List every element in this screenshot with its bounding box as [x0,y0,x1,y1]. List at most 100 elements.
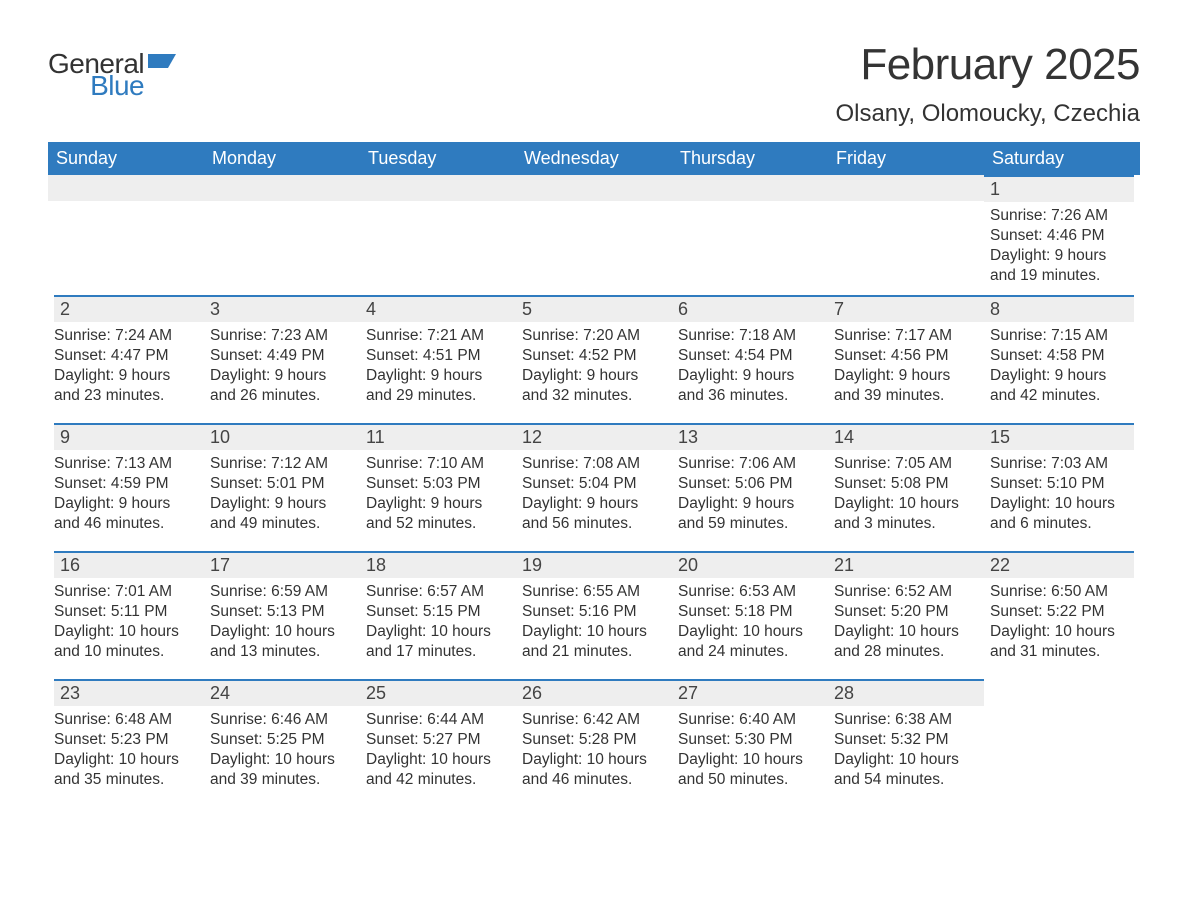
sunrise-line: Sunrise: 7:08 AM [522,454,666,474]
sunset-line: Sunset: 5:11 PM [54,602,198,622]
week-row: 2 Sunrise: 7:24 AMSunset: 4:47 PMDaylight… [48,295,1140,423]
day-info: Sunrise: 6:53 AMSunset: 5:18 PMDaylight:… [678,582,822,663]
daylight-line: Daylight: 9 hours and 56 minutes. [522,494,666,534]
daylight-line: Daylight: 9 hours and 19 minutes. [990,246,1134,286]
day-number-bar: 4 [360,295,516,322]
day-cell: 5Sunrise: 7:20 AMSunset: 4:52 PMDaylight… [516,295,672,423]
day-cell-inner: 7 Sunrise: 7:17 AMSunset: 4:56 PMDaylight… [828,295,984,413]
day-number-bar: 17 [204,551,360,578]
day-cell: 4Sunrise: 7:21 AMSunset: 4:51 PMDaylight… [360,295,516,423]
sunrise-line: Sunrise: 6:42 AM [522,710,666,730]
day-number-bar: 23 [54,679,204,706]
day-info: Sunrise: 7:17 AMSunset: 4:56 PMDaylight:… [834,326,978,407]
daylight-line: Daylight: 9 hours and 42 minutes. [990,366,1134,406]
daylight-line: Daylight: 10 hours and 46 minutes. [522,750,666,790]
day-cell: 6Sunrise: 7:18 AMSunset: 4:54 PMDaylight… [672,295,828,423]
day-number: 27 [678,683,698,703]
weekday-header-row: SundayMondayTuesdayWednesdayThursdayFrid… [48,142,1140,175]
sunset-line: Sunset: 5:23 PM [54,730,198,750]
day-number-bar: 22 [984,551,1134,578]
sunset-line: Sunset: 5:16 PM [522,602,666,622]
day-number-bar: 27 [672,679,828,706]
day-cell-inner: 11Sunrise: 7:10 AMSunset: 5:03 PMDayligh… [360,423,516,541]
day-number-bar: 21 [828,551,984,578]
day-cell: 21Sunrise: 6:52 AMSunset: 5:20 PMDayligh… [828,551,984,679]
sunrise-line: Sunrise: 7:23 AM [210,326,354,346]
day-info: Sunrise: 7:15 AMSunset: 4:58 PMDaylight:… [990,326,1134,407]
week-row: 1Sunrise: 7:26 AMSunset: 4:46 PMDaylight… [48,175,1140,295]
day-number-bar: 26 [516,679,672,706]
sunset-line: Sunset: 5:27 PM [366,730,510,750]
sunset-line: Sunset: 4:56 PM [834,346,978,366]
sunset-line: Sunset: 5:03 PM [366,474,510,494]
sunrise-line: Sunrise: 6:53 AM [678,582,822,602]
sunrise-line: Sunrise: 6:57 AM [366,582,510,602]
sunset-line: Sunset: 5:06 PM [678,474,822,494]
day-cell-inner: 2 Sunrise: 7:24 AMSunset: 4:47 PMDaylight… [48,295,204,413]
day-number-bar: 13 [672,423,828,450]
day-info: Sunrise: 7:23 AMSunset: 4:49 PMDaylight:… [210,326,354,407]
sunset-line: Sunset: 5:04 PM [522,474,666,494]
day-cell-inner: 25Sunrise: 6:44 AMSunset: 5:27 PMDayligh… [360,679,516,797]
day-cell: 12 Sunrise: 7:08 AMSunset: 5:04 PMDayligh… [516,423,672,551]
day-info: Sunrise: 7:24 AMSunset: 4:47 PMDaylight:… [54,326,198,407]
day-number: 13 [678,427,698,447]
sunrise-line: Sunrise: 6:38 AM [834,710,978,730]
day-number: 16 [60,555,80,575]
sunset-line: Sunset: 4:52 PM [522,346,666,366]
day-cell-inner: 5Sunrise: 7:20 AMSunset: 4:52 PMDaylight… [516,295,672,413]
sunset-line: Sunset: 5:25 PM [210,730,354,750]
empty-daynum-bar [828,175,984,201]
sunrise-line: Sunrise: 7:01 AM [54,582,198,602]
daylight-line: Daylight: 10 hours and 21 minutes. [522,622,666,662]
day-cell-inner: 12 Sunrise: 7:08 AMSunset: 5:04 PMDayligh… [516,423,672,541]
day-number-bar: 9 [54,423,204,450]
day-cell-inner: 23Sunrise: 6:48 AMSunset: 5:23 PMDayligh… [48,679,204,797]
sunrise-line: Sunrise: 7:10 AM [366,454,510,474]
daylight-line: Daylight: 9 hours and 59 minutes. [678,494,822,534]
daylight-line: Daylight: 10 hours and 17 minutes. [366,622,510,662]
daylight-line: Daylight: 9 hours and 52 minutes. [366,494,510,534]
calendar-table: SundayMondayTuesdayWednesdayThursdayFrid… [48,142,1140,807]
sunset-line: Sunset: 5:28 PM [522,730,666,750]
day-number: 5 [522,299,532,319]
day-cell-inner: 18Sunrise: 6:57 AMSunset: 5:15 PMDayligh… [360,551,516,669]
day-number-bar: 7 [828,295,984,322]
sunset-line: Sunset: 5:08 PM [834,474,978,494]
sunrise-line: Sunrise: 7:21 AM [366,326,510,346]
day-cell-inner: 24Sunrise: 6:46 AMSunset: 5:25 PMDayligh… [204,679,360,797]
day-number: 2 [60,299,70,319]
weekday-header: Tuesday [360,142,516,175]
daylight-line: Daylight: 10 hours and 39 minutes. [210,750,354,790]
empty-day [48,175,204,295]
logo: General Blue [48,40,176,100]
day-number-bar: 20 [672,551,828,578]
day-info: Sunrise: 7:05 AMSunset: 5:08 PMDaylight:… [834,454,978,535]
sunrise-line: Sunrise: 6:52 AM [834,582,978,602]
daylight-line: Daylight: 9 hours and 36 minutes. [678,366,822,406]
day-cell: 2 Sunrise: 7:24 AMSunset: 4:47 PMDaylight… [48,295,204,423]
day-cell: 15Sunrise: 7:03 AMSunset: 5:10 PMDayligh… [984,423,1140,551]
daylight-line: Daylight: 9 hours and 29 minutes. [366,366,510,406]
daylight-line: Daylight: 10 hours and 3 minutes. [834,494,978,534]
day-cell: 18Sunrise: 6:57 AMSunset: 5:15 PMDayligh… [360,551,516,679]
day-cell: 19Sunrise: 6:55 AMSunset: 5:16 PMDayligh… [516,551,672,679]
day-cell-inner: 9Sunrise: 7:13 AMSunset: 4:59 PMDaylight… [48,423,204,541]
day-cell-inner: 3Sunrise: 7:23 AMSunset: 4:49 PMDaylight… [204,295,360,413]
day-cell-inner: 13Sunrise: 7:06 AMSunset: 5:06 PMDayligh… [672,423,828,541]
day-info: Sunrise: 6:55 AMSunset: 5:16 PMDaylight:… [522,582,666,663]
day-cell: 17Sunrise: 6:59 AMSunset: 5:13 PMDayligh… [204,551,360,679]
weekday-header: Thursday [672,142,828,175]
sunset-line: Sunset: 4:54 PM [678,346,822,366]
sunrise-line: Sunrise: 6:59 AM [210,582,354,602]
sunset-line: Sunset: 5:15 PM [366,602,510,622]
day-cell-inner: 14Sunrise: 7:05 AMSunset: 5:08 PMDayligh… [828,423,984,541]
daylight-line: Daylight: 10 hours and 28 minutes. [834,622,978,662]
sunset-line: Sunset: 5:30 PM [678,730,822,750]
location: Olsany, Olomoucky, Czechia [835,100,1140,128]
day-number: 12 [522,427,542,447]
day-cell-inner: 15Sunrise: 7:03 AMSunset: 5:10 PMDayligh… [984,423,1140,541]
daylight-line: Daylight: 9 hours and 23 minutes. [54,366,198,406]
day-cell-inner: 26 Sunrise: 6:42 AMSunset: 5:28 PMDayligh… [516,679,672,797]
daylight-line: Daylight: 10 hours and 42 minutes. [366,750,510,790]
